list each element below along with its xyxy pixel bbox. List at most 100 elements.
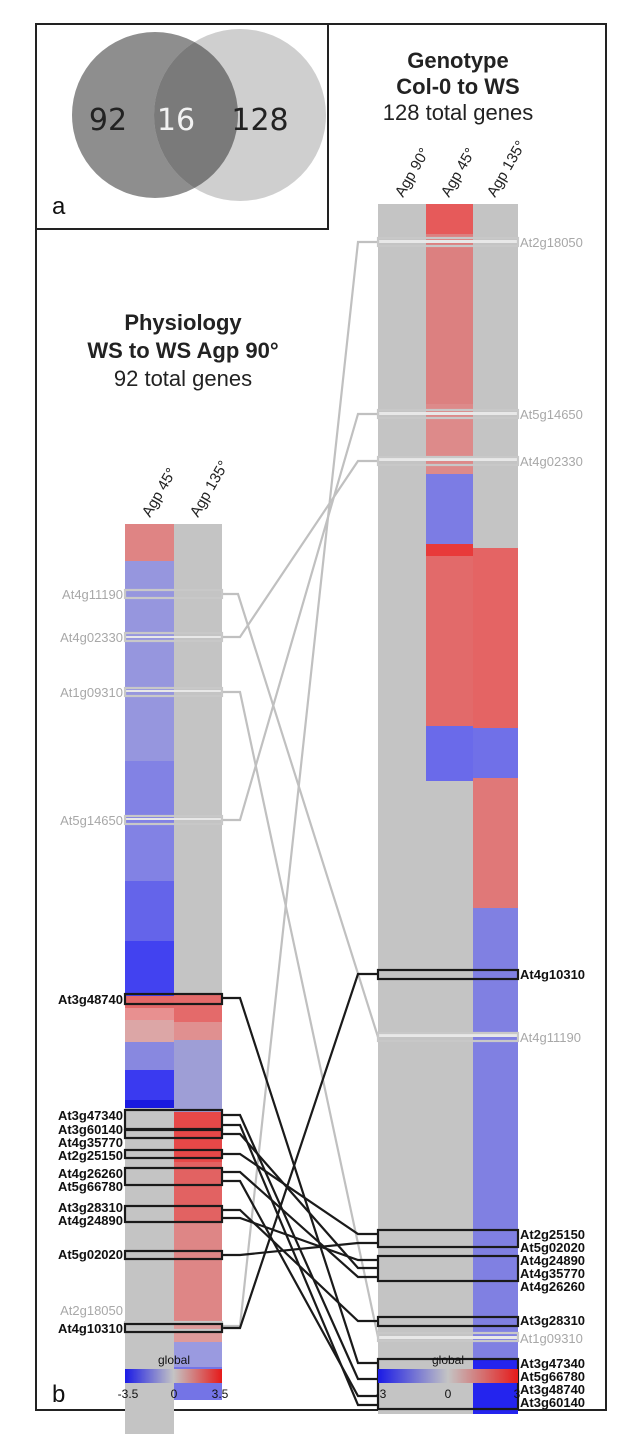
colorbar-label: global — [158, 1353, 190, 1367]
gene-label: At4g11190 — [62, 587, 123, 602]
venn-overlap — [154, 32, 238, 198]
gene-label: At4g26260 — [520, 1279, 585, 1294]
gene-label: At4g35770 — [58, 1135, 123, 1150]
heat-cell — [125, 1100, 174, 1108]
heat-cell — [426, 544, 473, 556]
heat-cell — [174, 1342, 222, 1367]
heat-cell — [125, 996, 174, 1008]
colorbar-min: -3.5 — [118, 1387, 139, 1401]
colorbar-max: 3.5 — [212, 1387, 229, 1401]
venn-left-count: 92 — [89, 103, 127, 138]
heat-separator — [378, 412, 518, 415]
colorbar-mid: 0 — [171, 1387, 178, 1401]
gene-label: At1g09310 — [60, 685, 123, 700]
heat-cell — [426, 781, 473, 1414]
gene-label: At5g14650 — [520, 407, 583, 422]
gene-label: At5g66780 — [520, 1369, 585, 1384]
heat-cell — [174, 1022, 222, 1040]
gene-label: At4g11190 — [520, 1030, 581, 1045]
colorbar-max: 3 — [514, 1387, 521, 1401]
heat-cell — [426, 474, 473, 544]
heat-separator — [125, 690, 222, 692]
heat-cell — [174, 1162, 222, 1222]
venn-right-count: 128 — [231, 103, 288, 138]
colorbar-gradient — [125, 1369, 222, 1383]
gene-label: At2g18050 — [520, 235, 583, 250]
genotype-col-header-3: Agp 135° — [484, 138, 530, 200]
heat-cell — [125, 1020, 174, 1042]
gene-label: At4g10310 — [58, 1321, 123, 1336]
heat-separator — [378, 1034, 518, 1037]
heat-cell — [426, 404, 473, 474]
colorbar-mid: 0 — [445, 1387, 452, 1401]
heat-separator — [125, 818, 222, 820]
genotype-col-header-1: Agp 90° — [392, 145, 433, 200]
heat-cell — [174, 1222, 222, 1322]
heat-cell — [125, 1008, 174, 1020]
gene-label: At3g28310 — [58, 1200, 123, 1215]
heat-cell — [473, 548, 518, 728]
physiology-heatmap — [125, 524, 222, 1434]
gene-label: At5g14650 — [60, 813, 123, 828]
heat-separator — [378, 240, 518, 243]
heat-separator — [378, 1336, 518, 1339]
genotype-heatmap — [378, 204, 518, 1414]
heat-cell — [473, 908, 518, 1358]
heat-cell — [473, 728, 518, 778]
gene-label: At5g02020 — [58, 1247, 123, 1262]
colorbar-gradient — [378, 1369, 518, 1383]
heat-cell — [378, 204, 426, 1414]
heat-cell — [125, 1070, 174, 1100]
gene-label: At5g02020 — [520, 1240, 585, 1255]
gene-label: At3g28310 — [520, 1313, 585, 1328]
venn-overlap-count: 16 — [157, 103, 195, 138]
physiology-col-header-1: Agp 45° — [139, 465, 180, 520]
panel-label-a: a — [52, 193, 66, 220]
gene-label: At4g24890 — [58, 1213, 123, 1228]
colorbar-min: -3 — [376, 1387, 387, 1401]
heat-cell — [174, 994, 222, 1022]
genotype-title-line2: Col-0 to WS — [396, 74, 519, 99]
genotype-title-line1: Genotype — [407, 48, 508, 73]
genotype-col-header-2: Agp 45° — [438, 145, 479, 200]
physiology-title-line1: Physiology — [124, 310, 242, 335]
physiology-colorbar: global -3.5 0 3.5 — [118, 1353, 229, 1401]
genotype-colorbar: global -3 0 3 — [376, 1353, 521, 1401]
gene-label: At3g47340 — [58, 1108, 123, 1123]
heat-cell — [125, 881, 174, 941]
heat-cell — [174, 524, 222, 994]
gene-label: At4g26260 — [58, 1166, 123, 1181]
heat-cell — [125, 941, 174, 996]
heat-cell — [473, 778, 518, 908]
gene-label: At4g10310 — [520, 967, 585, 982]
gene-label: At1g09310 — [520, 1331, 583, 1346]
heat-cell — [473, 1358, 518, 1414]
gene-label: At4g02330 — [60, 630, 123, 645]
right-gene-labels: At2g18050 At5g14650 At4g02330 At4g10310 … — [520, 235, 585, 1410]
gene-label: At3g47340 — [520, 1356, 585, 1371]
panel-label-b: b — [52, 1381, 65, 1408]
heat-separator — [378, 458, 518, 461]
gene-label: At3g48740 — [520, 1382, 585, 1397]
right-row-outlines — [376, 236, 520, 1411]
heat-cell — [174, 1040, 222, 1112]
physiology-title-line3: 92 total genes — [114, 366, 252, 391]
physiology-title-line2: WS to WS Agp 90° — [87, 338, 278, 363]
colorbar-label: global — [432, 1353, 464, 1367]
gene-label: At5g66780 — [58, 1179, 123, 1194]
genotype-title-line3: 128 total genes — [383, 100, 533, 125]
gene-label: At4g35770 — [520, 1266, 585, 1281]
heat-cell — [125, 524, 174, 561]
connector-lines-gray — [222, 240, 380, 1338]
gene-label: At2g25150 — [58, 1148, 123, 1163]
gene-label: At3g60140 — [520, 1395, 585, 1410]
heat-cell — [125, 561, 174, 761]
gene-label: At3g60140 — [58, 1122, 123, 1137]
heat-separator — [125, 636, 222, 638]
heat-cell — [426, 556, 473, 726]
heat-cell — [473, 204, 518, 548]
connector-lines-black — [222, 972, 378, 1407]
physiology-col-header-2: Agp 135° — [187, 458, 233, 520]
heat-cell — [426, 204, 473, 234]
